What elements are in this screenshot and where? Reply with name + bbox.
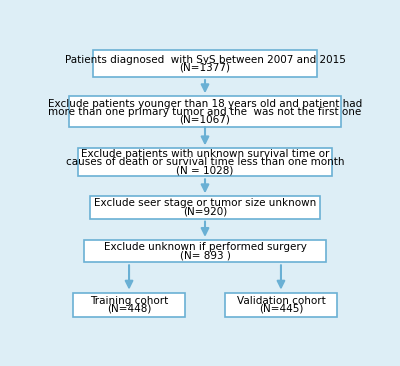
- Text: more than one primary tumor and the  was not the first one: more than one primary tumor and the was …: [48, 107, 362, 116]
- Text: Training cohort: Training cohort: [90, 296, 168, 306]
- FancyBboxPatch shape: [84, 240, 326, 262]
- FancyBboxPatch shape: [78, 148, 332, 176]
- Text: Patients diagnosed  with SyS between 2007 and 2015: Patients diagnosed with SyS between 2007…: [64, 55, 346, 65]
- Text: causes of death or survival time less than one month: causes of death or survival time less th…: [66, 157, 344, 167]
- Text: (N=1377): (N=1377): [180, 63, 230, 72]
- Text: (N=445): (N=445): [259, 303, 303, 314]
- Text: Exclude patients younger than 18 years old and patient had: Exclude patients younger than 18 years o…: [48, 99, 362, 109]
- Text: Exclude unknown if performed surgery: Exclude unknown if performed surgery: [104, 242, 306, 252]
- FancyBboxPatch shape: [73, 293, 185, 317]
- FancyBboxPatch shape: [225, 293, 337, 317]
- Text: (N=1067): (N=1067): [180, 115, 230, 124]
- Text: (N = 1028): (N = 1028): [176, 165, 234, 175]
- FancyBboxPatch shape: [90, 196, 320, 219]
- Text: Validation cohort: Validation cohort: [236, 296, 325, 306]
- FancyBboxPatch shape: [69, 96, 341, 127]
- FancyBboxPatch shape: [94, 50, 317, 77]
- Text: (N=920): (N=920): [183, 206, 227, 216]
- Text: (N=448): (N=448): [107, 303, 151, 314]
- Text: (N= 893 ): (N= 893 ): [180, 250, 230, 260]
- Text: Exclude patients with unknown survival time or: Exclude patients with unknown survival t…: [81, 149, 329, 160]
- Text: Exclude seer stage or tumor size unknown: Exclude seer stage or tumor size unknown: [94, 198, 316, 208]
